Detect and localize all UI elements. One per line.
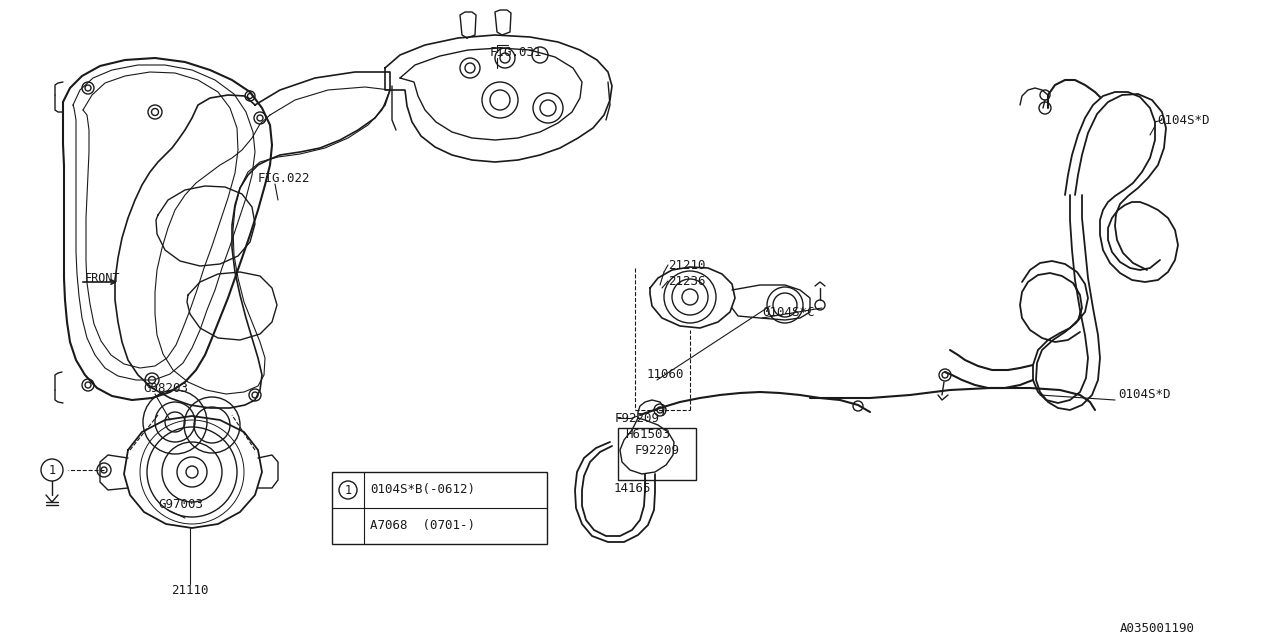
Text: FIG.031: FIG.031 [490, 45, 543, 58]
Text: A7068  (0701-): A7068 (0701-) [370, 520, 475, 532]
Text: 14165: 14165 [613, 481, 650, 495]
Text: 21210: 21210 [668, 259, 705, 271]
Circle shape [339, 481, 357, 499]
Text: 21110: 21110 [172, 584, 209, 596]
Text: F92209: F92209 [635, 445, 680, 458]
Text: 11060: 11060 [646, 367, 685, 381]
Text: 0104S*C: 0104S*C [762, 305, 814, 319]
Text: 0104S*D: 0104S*D [1117, 387, 1170, 401]
Text: 0104S*D: 0104S*D [1157, 113, 1210, 127]
Circle shape [97, 463, 111, 477]
Text: FIG.022: FIG.022 [259, 172, 311, 184]
Text: 1: 1 [49, 463, 55, 477]
Text: H61503: H61503 [625, 429, 669, 442]
Text: 0104S*B(-0612): 0104S*B(-0612) [370, 483, 475, 495]
Text: FRONT: FRONT [84, 271, 120, 285]
Text: G98203: G98203 [143, 381, 188, 394]
Text: F92209: F92209 [614, 412, 660, 424]
Text: 21236: 21236 [668, 275, 705, 287]
Text: A035001190: A035001190 [1120, 621, 1196, 634]
Text: G97003: G97003 [157, 497, 204, 511]
Bar [332, 472, 547, 544]
Circle shape [41, 459, 63, 481]
Bar [618, 428, 696, 480]
Text: 1: 1 [344, 483, 352, 497]
